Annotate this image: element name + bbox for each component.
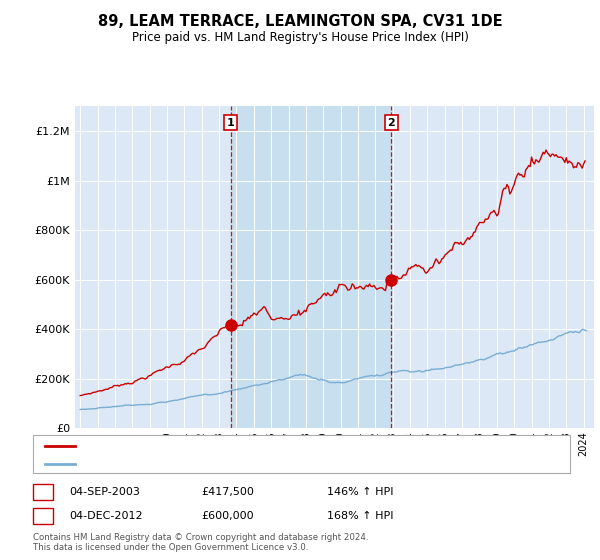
Text: 2: 2 [388,118,395,128]
Bar [231,106,391,428]
Text: 89, LEAM TERRACE, LEAMINGTON SPA, CV31 1DE (semi-detached house): 89, LEAM TERRACE, LEAMINGTON SPA, CV31 1… [81,441,445,451]
Text: HPI: Average price, semi-detached house, Warwick: HPI: Average price, semi-detached house,… [81,459,335,469]
Text: 2: 2 [39,511,47,521]
Text: £417,500: £417,500 [201,487,254,497]
Text: 04-SEP-2003: 04-SEP-2003 [69,487,140,497]
Text: 04-DEC-2012: 04-DEC-2012 [69,511,143,521]
Text: £600,000: £600,000 [201,511,254,521]
Text: 89, LEAM TERRACE, LEAMINGTON SPA, CV31 1DE: 89, LEAM TERRACE, LEAMINGTON SPA, CV31 1… [98,14,502,29]
Text: Price paid vs. HM Land Registry's House Price Index (HPI): Price paid vs. HM Land Registry's House … [131,31,469,44]
Text: This data is licensed under the Open Government Licence v3.0.: This data is licensed under the Open Gov… [33,543,308,552]
Text: Contains HM Land Registry data © Crown copyright and database right 2024.: Contains HM Land Registry data © Crown c… [33,533,368,542]
Text: 146% ↑ HPI: 146% ↑ HPI [327,487,394,497]
Text: 1: 1 [227,118,235,128]
Text: 168% ↑ HPI: 168% ↑ HPI [327,511,394,521]
Text: 1: 1 [39,487,47,497]
